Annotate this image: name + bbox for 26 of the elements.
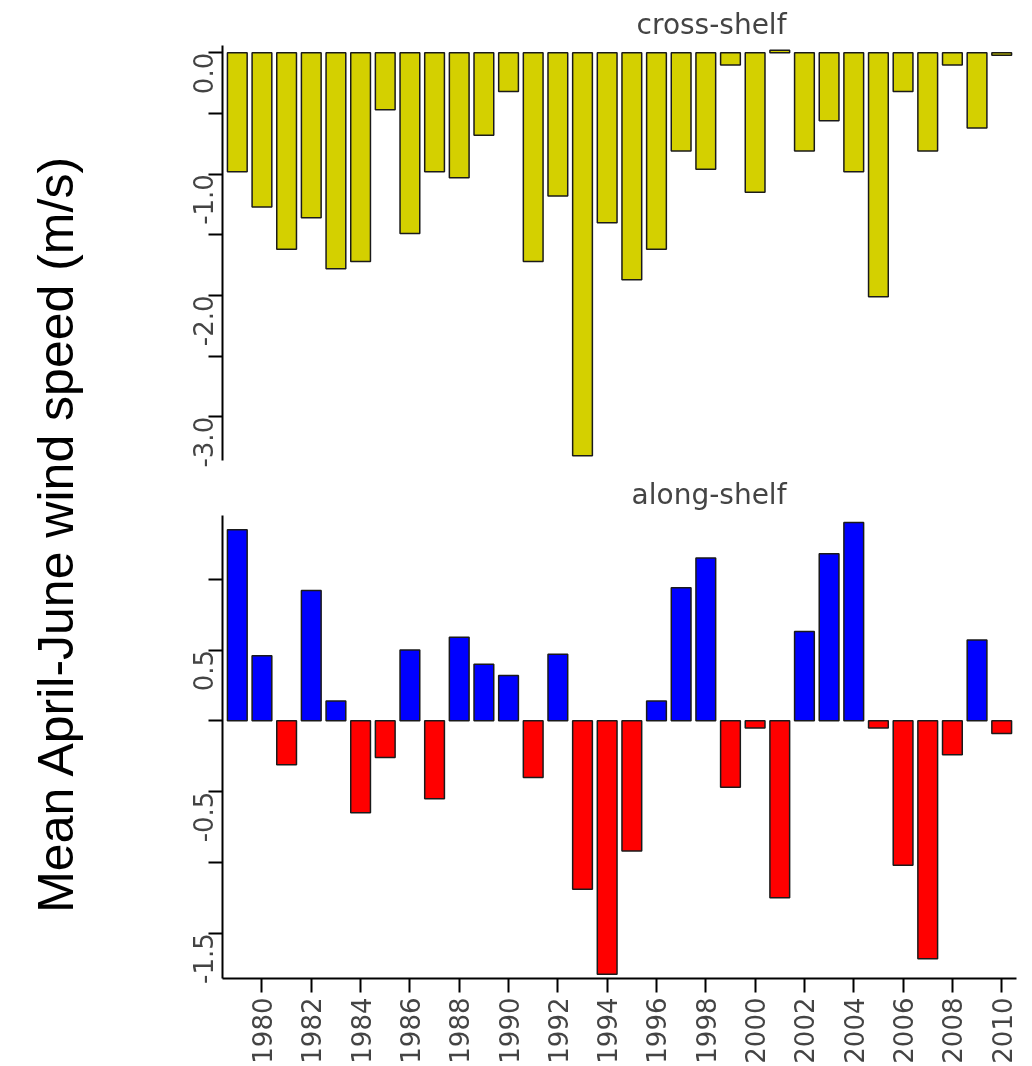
- x-tick-label: 1988: [445, 997, 476, 1064]
- y-tick-label: -3.0: [189, 416, 220, 468]
- chart-title: along-shelf: [631, 477, 788, 511]
- y-axis-title: Mean April-June wind speed (m/s): [27, 156, 84, 913]
- x-tick-label: 1990: [494, 997, 525, 1064]
- x-tick-label: 1980: [247, 997, 278, 1064]
- x-tick-label: 1998: [691, 997, 722, 1064]
- y-tick-label: -2.0: [189, 295, 220, 347]
- x-tick-label: 2000: [741, 997, 772, 1064]
- x-tick-label: 1992: [543, 997, 574, 1064]
- y-tick-label: 0.0: [189, 52, 220, 95]
- x-tick-label: 1984: [346, 997, 377, 1064]
- y-tick-label: -1.0: [189, 174, 220, 225]
- y-tick-label: -0.5: [189, 791, 220, 843]
- x-tick-label: 2008: [938, 997, 969, 1064]
- y-tick-label: 0.5: [189, 650, 220, 692]
- x-tick-label: 1994: [593, 997, 624, 1064]
- x-tick-label: 2006: [889, 997, 920, 1064]
- x-tick-label: 1982: [297, 997, 328, 1064]
- x-tick-label: 1996: [642, 997, 673, 1064]
- x-tick-label: 1986: [395, 997, 426, 1064]
- y-tick-label: -1.5: [189, 933, 220, 984]
- x-tick-label: 2010: [987, 997, 1018, 1064]
- x-tick-label: 2004: [839, 997, 870, 1064]
- x-tick-label: 2002: [790, 997, 821, 1064]
- chart-title: cross-shelf: [636, 7, 788, 41]
